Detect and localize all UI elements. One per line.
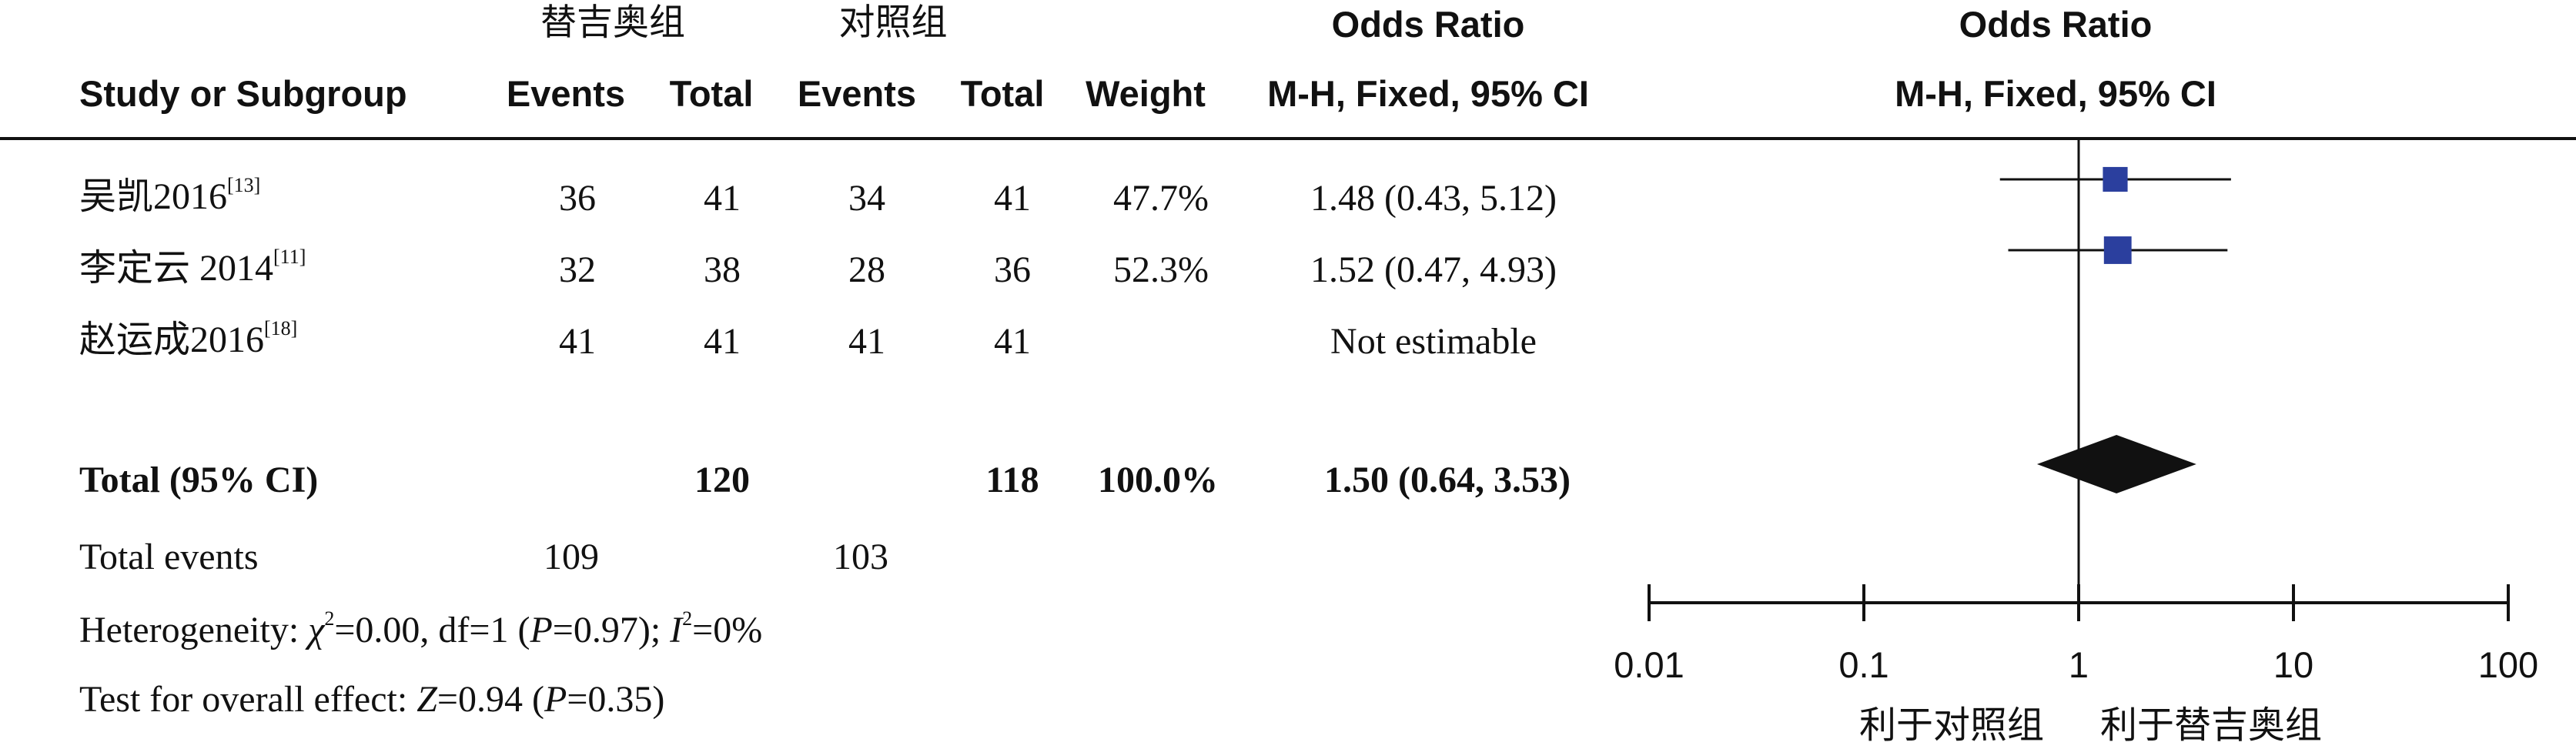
header-divider bbox=[0, 137, 2576, 140]
odds-ratio-ci: 1.52 (0.47, 4.93) bbox=[1310, 249, 1557, 290]
col-weight-header: Weight bbox=[1086, 73, 1206, 114]
study-reference: [13] bbox=[227, 174, 261, 196]
total-exp: 41 bbox=[704, 321, 741, 362]
study-effect-box bbox=[2103, 236, 2132, 264]
study-reference: [11] bbox=[273, 246, 306, 268]
heterogeneity-p-value: =0.97); bbox=[552, 610, 671, 650]
study-name: 李定云 2014 bbox=[79, 248, 274, 289]
events-ctrl: 34 bbox=[848, 178, 885, 219]
chi-symbol: χ bbox=[308, 610, 325, 650]
odds-ratio-title-right: Odds Ratio bbox=[1959, 4, 2153, 45]
z-symbol: Z bbox=[417, 679, 437, 720]
p-symbol: P bbox=[530, 610, 553, 650]
favours-experimental-label: 利于替吉奥组 bbox=[2100, 704, 2322, 747]
study-name: 赵运成2016 bbox=[79, 319, 265, 360]
total-events-exp: 109 bbox=[544, 537, 599, 577]
group-header-control: 对照组 bbox=[838, 2, 948, 44]
x-axis-tick-label: 0.1 bbox=[1838, 644, 1889, 685]
events-exp: 32 bbox=[559, 249, 596, 290]
col-total-exp-header: Total bbox=[669, 73, 754, 114]
total-exp: 41 bbox=[704, 178, 741, 219]
x-axis-tick-label: 100 bbox=[2478, 644, 2538, 685]
total-ctrl: 41 bbox=[994, 321, 1031, 362]
x-axis-tick-label: 0.01 bbox=[1614, 644, 1684, 685]
heterogeneity-i-value: =0% bbox=[692, 610, 763, 650]
favours-control-label: 利于对照组 bbox=[1859, 704, 2044, 747]
i-square-superscript: 2 bbox=[682, 607, 693, 630]
chi-square-superscript: 2 bbox=[324, 607, 335, 630]
odds-ratio-ci: Not estimable bbox=[1330, 321, 1537, 362]
heterogeneity-prefix: Heterogeneity: bbox=[79, 610, 309, 650]
events-ctrl: 28 bbox=[848, 249, 885, 290]
study-reference: [18] bbox=[264, 317, 298, 339]
heterogeneity-line: Heterogeneity: χ2=0.00, df=1 (P=0.97); I… bbox=[79, 609, 763, 650]
total-label: Total (95% CI) bbox=[79, 460, 319, 500]
odds-ratio-method-right: M-H, Fixed, 95% CI bbox=[1895, 73, 2216, 114]
overall-effect-prefix: Test for overall effect: bbox=[79, 679, 417, 720]
weight: 52.3% bbox=[1113, 249, 1209, 290]
x-axis-tick-label: 10 bbox=[2273, 644, 2313, 685]
col-study-header: Study or Subgroup bbox=[79, 73, 407, 114]
odds-ratio-method-left: M-H, Fixed, 95% CI bbox=[1267, 73, 1589, 114]
pooled-effect-diamond bbox=[2036, 435, 2196, 493]
overall-effect-line: Test for overall effect: Z=0.94 (P=0.35) bbox=[79, 681, 664, 718]
total-exp: 120 bbox=[694, 460, 750, 500]
study-name: 吴凯2016 bbox=[79, 176, 228, 217]
col-events-exp-header: Events bbox=[506, 73, 626, 114]
study-effect-box bbox=[2103, 166, 2128, 192]
odds-ratio-ci: 1.48 (0.43, 5.12) bbox=[1310, 178, 1557, 219]
total-events-ctrl: 103 bbox=[833, 537, 888, 577]
group-header-experimental: 替吉奥组 bbox=[540, 2, 685, 44]
col-total-ctrl-header: Total bbox=[960, 73, 1045, 114]
total-ctrl: 118 bbox=[985, 460, 1039, 500]
weight: 47.7% bbox=[1113, 178, 1209, 219]
col-events-ctrl-header: Events bbox=[797, 73, 917, 114]
x-axis-tick-label: 1 bbox=[2069, 644, 2089, 685]
total-ctrl: 36 bbox=[994, 249, 1031, 290]
total-exp: 38 bbox=[704, 249, 741, 290]
i-symbol: I bbox=[670, 610, 683, 650]
events-exp: 36 bbox=[559, 178, 596, 219]
odds-ratio-title-left: Odds Ratio bbox=[1331, 4, 1525, 45]
events-exp: 41 bbox=[559, 321, 596, 362]
total-events-label: Total events bbox=[79, 537, 259, 577]
events-ctrl: 41 bbox=[848, 321, 885, 362]
heterogeneity-stats: =0.00, df=1 ( bbox=[334, 610, 530, 650]
total-ctrl: 41 bbox=[994, 178, 1031, 219]
p-symbol: P bbox=[544, 679, 567, 720]
total-odds-ratio-ci: 1.50 (0.64, 3.53) bbox=[1324, 460, 1571, 500]
total-weight: 100.0% bbox=[1098, 460, 1218, 500]
overall-effect-z-value: =0.94 ( bbox=[437, 679, 544, 720]
overall-effect-p-value: =0.35) bbox=[567, 679, 665, 720]
